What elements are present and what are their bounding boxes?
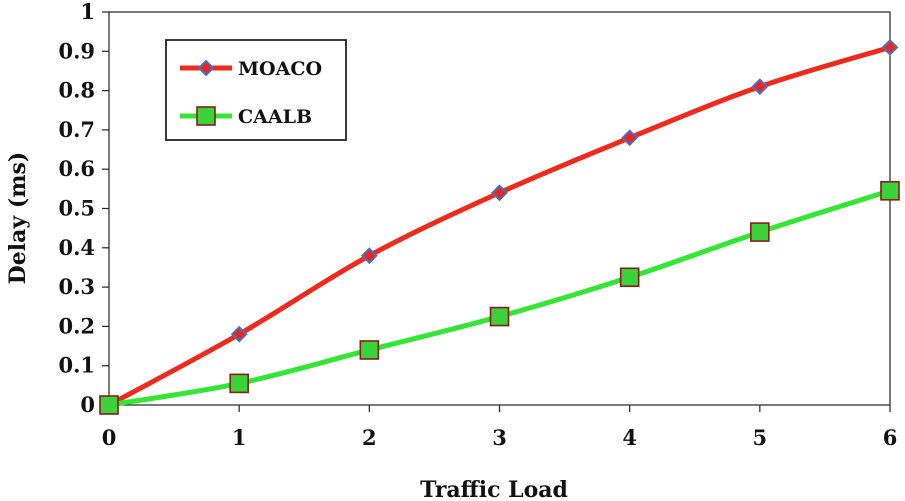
y-tick-label: 0 [80, 392, 95, 417]
data-point-caalb [880, 181, 900, 201]
x-tick-label: 5 [753, 425, 768, 450]
x-tick-label: 3 [492, 425, 507, 450]
x-axis-ticks: 0 1 2 3 4 5 6 [102, 405, 898, 450]
data-point-moaco [360, 247, 378, 265]
x-tick-label: 2 [362, 425, 377, 450]
y-tick-label: 0.3 [58, 274, 95, 299]
legend-label-caalb: CAALB [238, 106, 312, 128]
data-point-moaco [230, 325, 248, 343]
data-point-moaco [751, 78, 769, 96]
data-point-moaco [621, 129, 639, 147]
data-point-caalb [229, 373, 249, 394]
x-tick-label: 1 [232, 425, 247, 450]
data-point-caalb [359, 340, 380, 360]
legend-box [165, 39, 347, 141]
legend-item-caalb: CAALB [180, 106, 312, 128]
legend-marker-caalb [196, 106, 216, 126]
x-tick-label: 6 [883, 425, 898, 450]
legend-item-moaco: MOACO [180, 58, 322, 80]
data-point-caalb [619, 267, 640, 288]
data-point-caalb [99, 395, 119, 415]
y-tick-label: 0.7 [58, 117, 95, 142]
y-axis-ticks: 0 0.1 0.2 0.3 0.4 0.5 0.6 0.7 0.8 0.9 1 [58, 0, 109, 417]
legend-label-moaco: MOACO [238, 58, 322, 80]
data-point-caalb [750, 222, 770, 242]
series-line-caalb [108, 188, 891, 408]
x-tick-label: 4 [622, 425, 637, 450]
y-tick-label: 0.1 [58, 353, 95, 378]
legend: MOACO CAALB [165, 39, 347, 141]
legend-marker-moaco [197, 59, 215, 77]
y-tick-label: 0.2 [58, 313, 95, 338]
y-tick-label: 0.8 [58, 78, 95, 103]
y-tick-label: 0.9 [58, 38, 95, 63]
y-tick-label: 0.4 [58, 235, 95, 260]
series-caalb [99, 181, 900, 415]
y-axis-title: Delay (ms) [5, 152, 31, 285]
data-point-caalb [489, 306, 510, 327]
x-tick-label: 0 [102, 425, 117, 450]
y-tick-label: 1 [80, 0, 95, 24]
series-layer [99, 38, 900, 415]
x-axis-title: Traffic Load [420, 477, 568, 501]
data-point-moaco [881, 38, 899, 56]
data-point-moaco [491, 184, 508, 202]
y-tick-label: 0.6 [58, 156, 95, 181]
y-tick-label: 0.5 [58, 196, 95, 221]
